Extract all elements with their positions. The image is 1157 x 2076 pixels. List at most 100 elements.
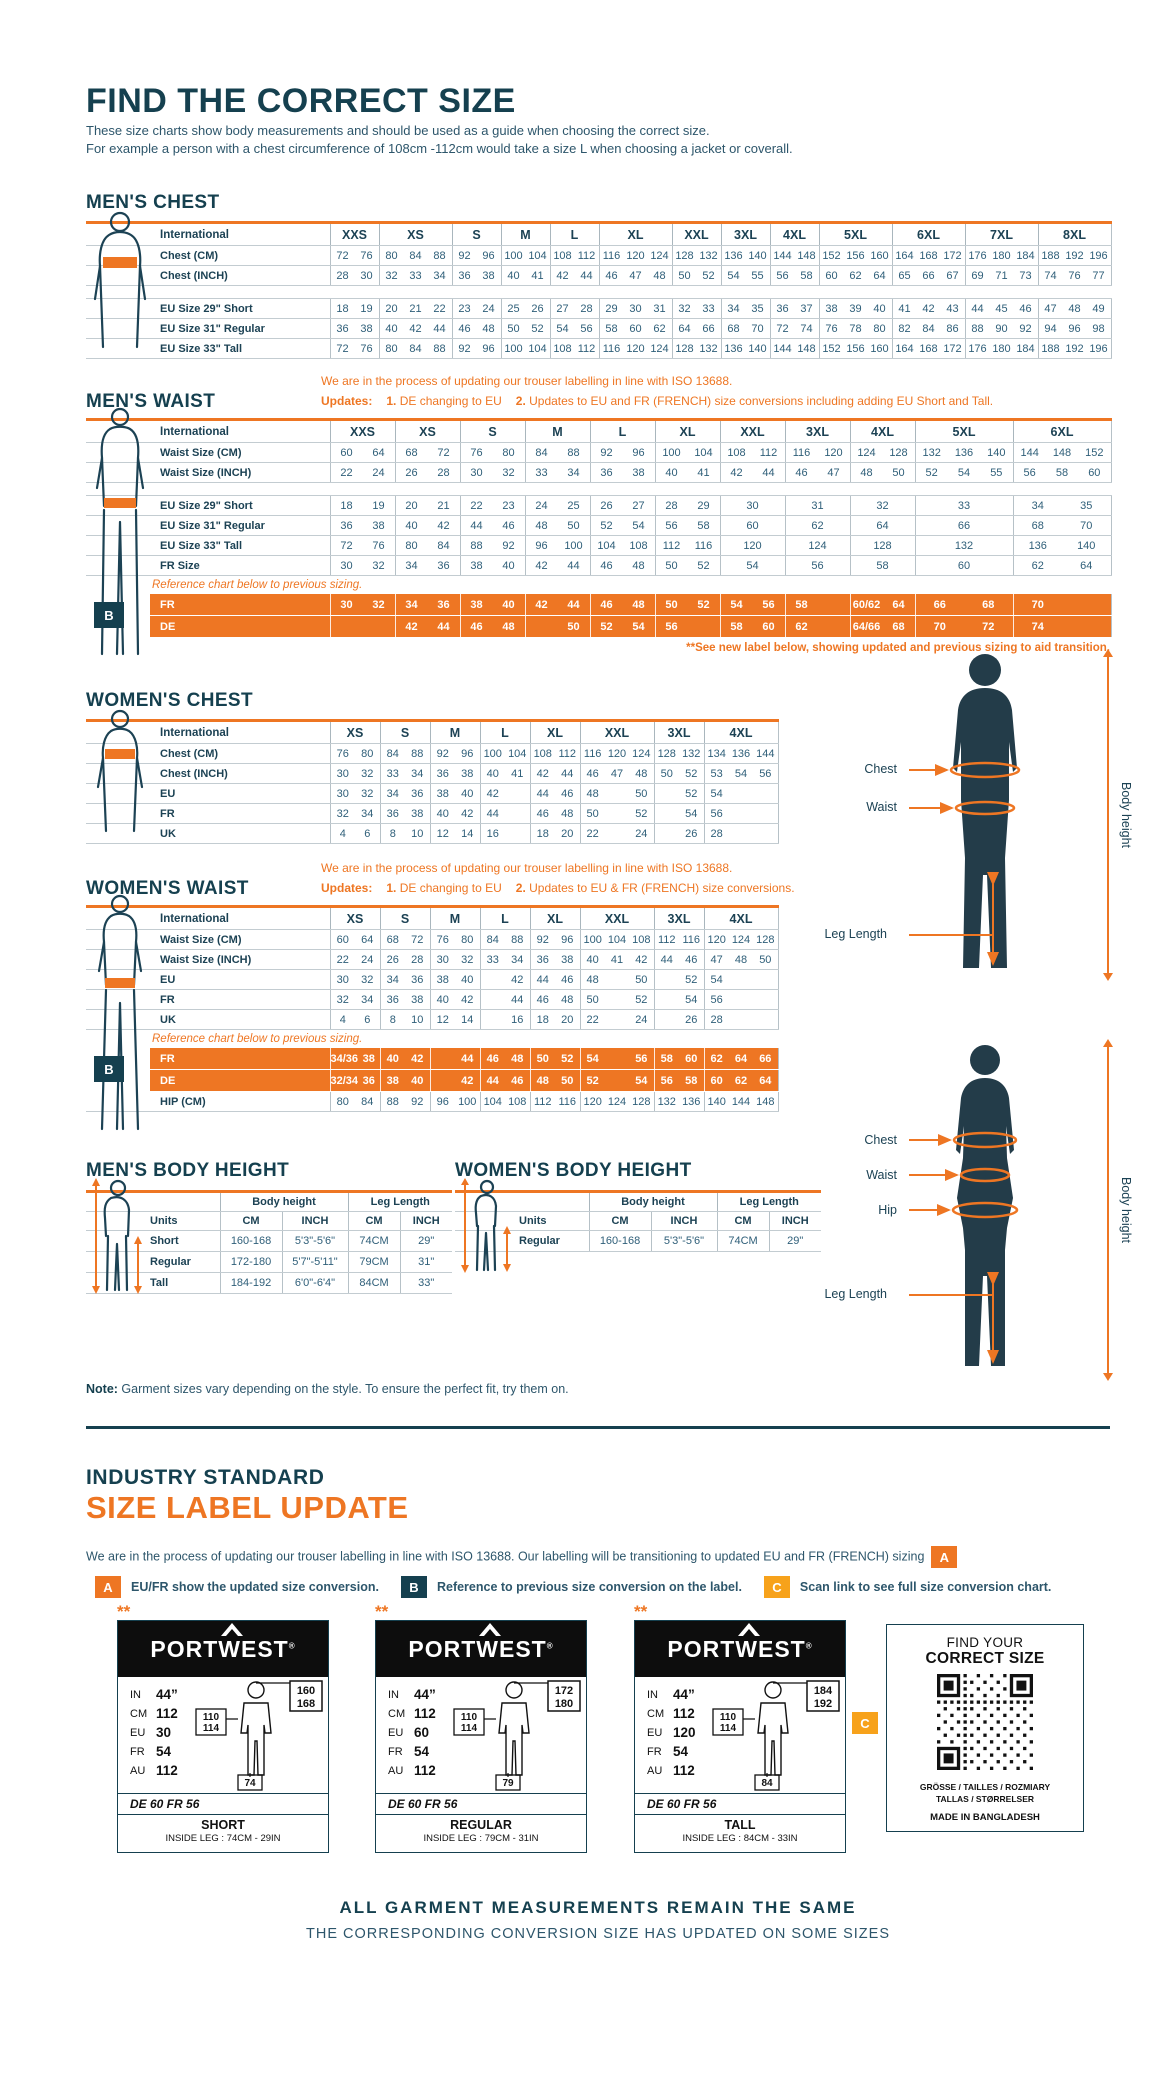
size-value: 26 [600, 499, 613, 512]
size-cell: 64 66 [671, 318, 721, 339]
size-value: 52 [685, 767, 698, 780]
measurement-row: FR 54 [647, 1744, 689, 1759]
size-value: 144 [773, 342, 792, 355]
figure-column [86, 245, 150, 266]
measurement-row: CM 112 [647, 1706, 695, 1721]
size-cell: 8 10 [379, 1009, 430, 1030]
woman-body-height-label: Body height [1119, 1176, 1134, 1244]
size-value: 50 [665, 559, 678, 572]
size-cell: 50 52 [579, 989, 654, 1010]
size-value: 60 [336, 933, 349, 946]
row-label: DE [150, 615, 330, 638]
size-cell: 36 38 [379, 989, 430, 1010]
size-cell: 36 38 [429, 763, 480, 784]
size-value: 64 [678, 322, 691, 335]
size-value: 42 [635, 953, 648, 966]
size-value: 24 [482, 302, 495, 315]
size-col-header: S [451, 222, 501, 246]
size-value: 55 [990, 466, 1003, 479]
measure-value: 31" [399, 1251, 452, 1273]
size-value: 40 [586, 953, 599, 966]
size-col-header: XL [598, 222, 672, 246]
size-value: 58 [605, 322, 618, 335]
table-row: HIP (CM) 80 84 88 92 96 100 104 108 112 116 120 124 1… [86, 1091, 779, 1112]
page-subtitle-2: For example a person with a chest circum… [86, 141, 793, 156]
size-value: 60 [629, 322, 642, 335]
size-cell: 56 58 [769, 265, 819, 286]
size-value: 42 [461, 1074, 474, 1087]
size-cell: 8 10 [379, 823, 430, 844]
size-cell: 34 36 [394, 594, 460, 616]
size-value: 156 [846, 342, 865, 355]
size-value: 73 [1019, 269, 1032, 282]
size-value: 41 [511, 767, 524, 780]
size-value: 40 [507, 269, 520, 282]
size-value: 46 [795, 466, 808, 479]
size-value: 34 [433, 269, 446, 282]
size-value: 64/66 [852, 620, 881, 633]
size-value: 128 [756, 933, 775, 946]
size-cell: 48 50 [579, 969, 654, 990]
row-label: FR [150, 803, 330, 824]
size-value: 34 [361, 993, 374, 1006]
row-label-header: International [150, 222, 330, 246]
size-cell: 74 [1012, 615, 1112, 638]
size-value [505, 828, 530, 840]
size-cell: 152 156 160 [818, 338, 892, 359]
size-value: 45 [995, 302, 1008, 315]
size-value: 34 [727, 302, 740, 315]
size-value: 76 [360, 342, 373, 355]
size-cell: 164 168 172 [891, 338, 965, 359]
size-value: 50 [567, 620, 580, 633]
size-cell: 36 38 [529, 949, 580, 970]
size-cell: 60 [719, 515, 785, 536]
measurement-row: IN 44” [388, 1687, 436, 1702]
size-value: 41 [610, 953, 624, 966]
size-value: 84 [386, 747, 399, 760]
sub-header: INCH [281, 1211, 348, 1231]
size-value: 44 [580, 269, 593, 282]
size-cell: 22 24 [329, 462, 395, 483]
size-value: 58 [800, 269, 813, 282]
man-silhouette [909, 654, 1021, 968]
size-cell: 80 84 88 [378, 245, 452, 266]
size-value: 42 [405, 620, 418, 633]
size-cell: 62 [784, 515, 850, 536]
size-value: 23 [502, 499, 515, 512]
size-cell: 50 52 [654, 555, 720, 576]
size-value [818, 599, 850, 611]
size-value: 156 [846, 249, 865, 262]
size-cell: 76 80 [329, 743, 380, 764]
size-cell: 40 41 [479, 763, 530, 784]
size-value: 38 [470, 559, 483, 572]
size-value: 80 [502, 446, 515, 459]
qr-code [937, 1674, 1033, 1770]
size-value: 152 [822, 249, 841, 262]
size-value: 74 [800, 322, 813, 335]
size-col-header: 4XL [703, 720, 779, 744]
row-label: EU Size 29" Short [150, 298, 330, 319]
size-value: 48 [734, 953, 748, 966]
size-value: 72 [437, 446, 450, 459]
size-value: 196 [1089, 342, 1108, 355]
size-col-header: 5XL [818, 222, 892, 246]
size-cell: 54 [653, 989, 704, 1010]
row-label: UK [150, 823, 330, 844]
size-value: 136 [1028, 539, 1047, 552]
size-value: 28 [437, 466, 450, 479]
size-value [655, 994, 680, 1006]
womens-chest-title: WOMEN'S CHEST [86, 690, 253, 711]
size-value: 120 [626, 249, 645, 262]
size-value: 30 [336, 973, 349, 986]
size-cell: 40 41 42 [579, 949, 654, 970]
table-row: FR Size 30 32 34 36 38 40 42 44 46 48 50 52 54 56 58 60 6… [86, 555, 1112, 576]
measurement-row: AU 112 [647, 1763, 695, 1778]
size-value: 128 [657, 747, 676, 760]
man-chest-label: Chest [864, 762, 897, 776]
size-cell: 92 96 [529, 929, 580, 950]
size-value: 112 [558, 747, 577, 760]
measure-value: 5'7"-5'11" [281, 1251, 348, 1273]
label-cards: FIND YOUR CORRECT SIZE GRÖSSE / TAILLES … [0, 1602, 1157, 1882]
size-value: 54 [730, 598, 743, 611]
size-cell: 140 144 148 [703, 1091, 779, 1112]
